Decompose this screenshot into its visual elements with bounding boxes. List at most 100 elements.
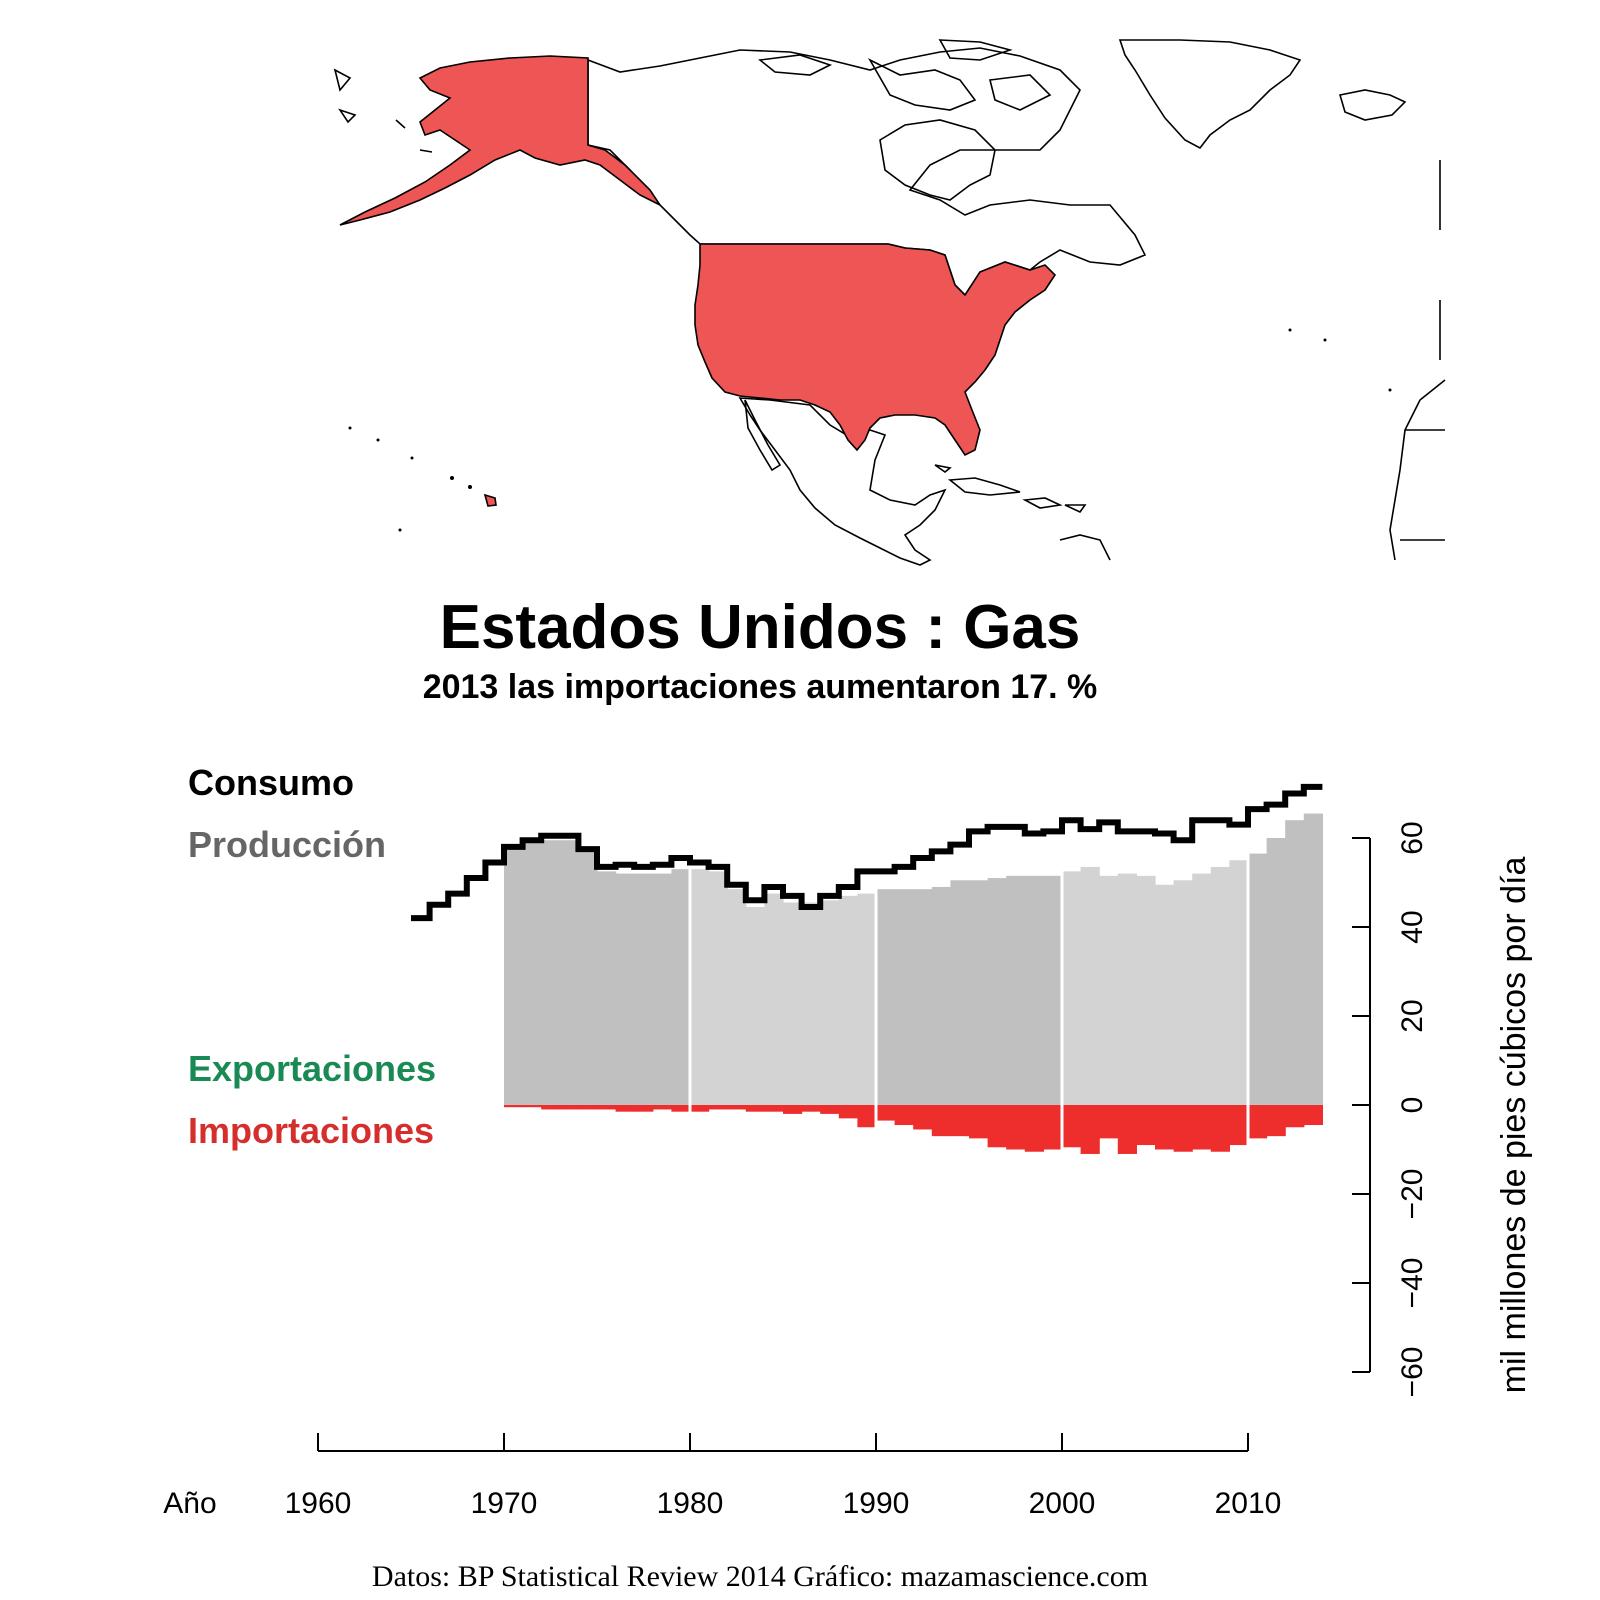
produccion-bar: [634, 873, 654, 1105]
importaciones-bar: [1024, 1105, 1044, 1152]
produccion-bar: [1099, 875, 1119, 1105]
produccion-bar: [1062, 871, 1082, 1105]
produccion-bar: [801, 902, 821, 1105]
produccion-bar: [1136, 875, 1156, 1105]
south-america-edge: [1059, 534, 1111, 561]
importaciones-bar: [1173, 1105, 1193, 1152]
importaciones-bar: [820, 1105, 840, 1114]
importaciones-bar: [634, 1105, 654, 1112]
produccion-bar: [1285, 820, 1305, 1105]
importaciones-bar: [1285, 1105, 1305, 1128]
iceland: [1338, 89, 1407, 121]
produccion-bar: [1266, 838, 1286, 1105]
y-axis: −60 −40 −20 0 20 40 60 mil millones de pies cúb…: [1352, 821, 1533, 1397]
produccion-bar: [987, 878, 1007, 1105]
produccion-area: [504, 813, 1323, 1105]
importaciones-bar: [950, 1105, 970, 1137]
produccion-bar: [690, 869, 710, 1105]
chart-subtitle: 2013 las importaciones aumentaron 17. %: [422, 668, 1098, 706]
y-tick-label: −40: [1396, 1258, 1429, 1309]
importaciones-bar: [1117, 1105, 1137, 1154]
importaciones-bar: [1229, 1105, 1249, 1146]
produccion-bar: [522, 840, 542, 1105]
decade-separators: [688, 793, 1250, 1159]
importaciones-bar: [1155, 1105, 1175, 1150]
produccion-bar: [783, 902, 803, 1105]
x-tick-label: 1990: [843, 1487, 910, 1520]
produccion-bar: [1080, 866, 1100, 1105]
importaciones-bar: [652, 1105, 672, 1110]
importaciones-bar: [913, 1105, 933, 1130]
x-tick-label: 2000: [1029, 1487, 1096, 1520]
importaciones-bar: [894, 1105, 914, 1126]
importaciones-bar: [541, 1105, 561, 1110]
importaciones-bar: [857, 1105, 877, 1128]
produccion-bar: [1006, 875, 1026, 1105]
y-tick-label: −60: [1396, 1347, 1429, 1398]
consumo-line: [411, 783, 1323, 922]
produccion-bar: [838, 895, 858, 1105]
produccion-bar: [969, 880, 989, 1105]
produccion-bar: [652, 873, 672, 1105]
legend-consumo: Consumo: [188, 762, 354, 803]
x-tick-label: 1960: [285, 1487, 352, 1520]
importaciones-bar: [559, 1105, 579, 1110]
importaciones-bar: [1043, 1105, 1063, 1150]
y-tick-label: 20: [1396, 999, 1429, 1032]
produccion-bar: [950, 880, 970, 1105]
source-footer: Datos: BP Statistical Review 2014 Gráfic…: [371, 1560, 1149, 1593]
arctic-islands: [758, 39, 1052, 111]
west-islands: [333, 68, 433, 153]
produccion-bar: [1117, 873, 1137, 1105]
us-highlight: [339, 55, 1057, 507]
produccion-bar: [745, 906, 765, 1105]
produccion-bar: [671, 869, 691, 1105]
produccion-bar: [1248, 853, 1268, 1105]
importaciones-bar: [801, 1105, 821, 1112]
importaciones-bar: [597, 1105, 617, 1110]
importaciones-bar: [876, 1105, 896, 1121]
importaciones-bar: [838, 1105, 858, 1119]
caribbean-islands: [934, 464, 1087, 514]
x-axis: 1960 1970 1980 1990 2000 2010 Año: [163, 1433, 1281, 1520]
produccion-bar: [820, 900, 840, 1105]
produccion-bar: [727, 889, 747, 1105]
x-tick-label: 1970: [471, 1487, 538, 1520]
importaciones-bar: [969, 1105, 989, 1139]
alaska-shape: [339, 55, 663, 226]
produccion-bar: [857, 893, 877, 1105]
produccion-bar: [1303, 813, 1323, 1105]
produccion-bar: [1192, 873, 1212, 1105]
y-tick-label: 60: [1396, 821, 1429, 854]
baja-california: [744, 399, 782, 472]
importaciones-bar: [522, 1105, 542, 1108]
importaciones-area: [504, 1105, 1323, 1154]
legend-produccion: Producción: [188, 824, 387, 865]
importaciones-bar: [1136, 1105, 1156, 1146]
importaciones-bar: [1210, 1105, 1230, 1152]
importaciones-bar: [764, 1105, 784, 1112]
importaciones-bar: [1006, 1105, 1026, 1150]
produccion-bar: [1229, 860, 1249, 1105]
produccion-bar: [708, 871, 728, 1105]
x-axis-title: Año: [163, 1487, 216, 1520]
importaciones-bar: [987, 1105, 1007, 1148]
produccion-bar: [504, 846, 524, 1105]
x-tick-label: 2010: [1215, 1487, 1282, 1520]
importaciones-bar: [690, 1105, 710, 1112]
importaciones-bar: [1062, 1105, 1082, 1148]
legend-exportaciones: Exportaciones: [188, 1048, 437, 1089]
importaciones-bar: [1080, 1105, 1100, 1154]
importaciones-bar: [708, 1105, 728, 1110]
importaciones-bar: [504, 1105, 524, 1108]
importaciones-bar: [671, 1105, 691, 1112]
produccion-bar: [894, 889, 914, 1105]
produccion-bar: [931, 886, 951, 1105]
importaciones-bar: [783, 1105, 803, 1114]
importaciones-bar: [931, 1105, 951, 1137]
importaciones-bar: [1248, 1105, 1268, 1139]
europe-edge: [1389, 160, 1446, 561]
x-tick-label: 1980: [657, 1487, 724, 1520]
produccion-bar: [615, 873, 635, 1105]
produccion-bar: [1173, 880, 1193, 1105]
